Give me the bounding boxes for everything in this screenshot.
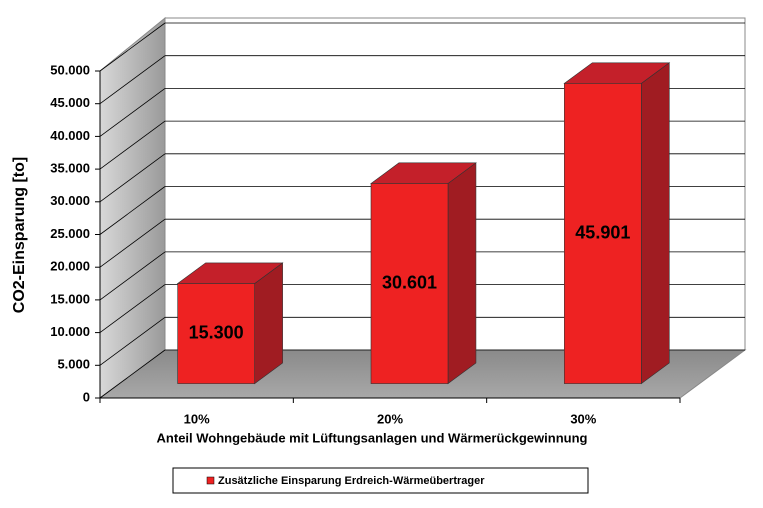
y-tick-label: 10.000 xyxy=(50,324,90,339)
y-tick-label: 40.000 xyxy=(50,128,90,143)
x-tick-label: 30% xyxy=(570,411,596,426)
y-axis-title: CO2-Einsparung [to] xyxy=(11,157,28,313)
y-tick-label: 30.000 xyxy=(50,193,90,208)
y-tick-label: 15.000 xyxy=(50,291,90,306)
x-tick-label: 10% xyxy=(184,411,210,426)
bar-side xyxy=(641,62,670,385)
grid-line xyxy=(99,316,166,366)
value-label: 30.601 xyxy=(382,272,437,292)
value-label: 45.901 xyxy=(575,222,630,242)
x-axis-title: Anteil Wohngebäude mit Lüftungsanlagen u… xyxy=(157,430,588,445)
y-tick-label: 45.000 xyxy=(50,95,90,110)
grid-line xyxy=(99,120,166,170)
legend-label: Zusätzliche Einsparung Erdreich-Wärmeübe… xyxy=(218,475,485,487)
grid-line xyxy=(99,251,166,301)
bar xyxy=(564,83,642,384)
grid-line xyxy=(99,218,166,268)
x-tick-label: 20% xyxy=(377,411,403,426)
grid-line xyxy=(99,153,166,203)
legend xyxy=(172,467,589,494)
value-label: 15.300 xyxy=(189,322,244,342)
grid-line xyxy=(99,284,166,333)
grid-line xyxy=(99,55,166,105)
y-tick-label: 20.000 xyxy=(50,259,90,274)
bar xyxy=(370,183,449,384)
grid-line xyxy=(99,88,166,137)
y-tick-label: 25.000 xyxy=(50,226,90,241)
y-tick-label: 50.000 xyxy=(50,62,90,77)
grid-line xyxy=(99,22,166,72)
bar-side xyxy=(254,262,283,385)
bar xyxy=(177,283,255,384)
y-tick-label: 5.000 xyxy=(57,357,90,372)
y-tick-label: 35.000 xyxy=(50,161,90,176)
y-tick-label: 0 xyxy=(83,389,90,404)
legend-swatch xyxy=(206,476,215,485)
grid-line xyxy=(99,186,166,235)
bar-side xyxy=(447,162,477,385)
grid-line xyxy=(99,349,166,399)
